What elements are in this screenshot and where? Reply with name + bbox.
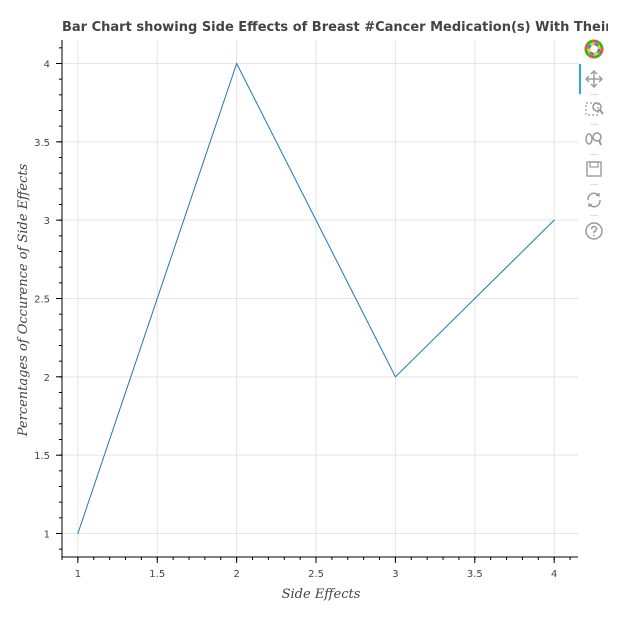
data-point <box>236 63 238 64</box>
chart-title: Bar Chart showing Side Effects of Breast… <box>62 20 631 35</box>
y-tick-label: 2.5 <box>34 295 50 306</box>
bokeh-logo-icon <box>583 38 605 60</box>
data-point <box>77 533 79 534</box>
tick-labels: 1 1.5 2 2.5 3 3.5 4 1 1.5 2 2.5 3 3.5 4 <box>34 60 557 581</box>
x-axis-label: Side Effects <box>282 587 361 602</box>
pan-icon <box>585 70 603 88</box>
y-axis-label: Percentages of Occurence of Side Effects <box>16 163 31 437</box>
reset-tool[interactable] <box>583 189 605 211</box>
x-tick-label: 2 <box>233 569 239 580</box>
axes <box>56 40 578 563</box>
y-tick-label: 3.5 <box>34 138 50 149</box>
x-tick-label: 3 <box>392 569 398 580</box>
x-tick-label: 1.5 <box>149 569 165 580</box>
box-zoom-tool[interactable] <box>583 98 605 120</box>
x-tick-label: 3.5 <box>467 569 483 580</box>
x-tick-label: 1 <box>75 569 81 580</box>
reset-icon <box>587 192 601 208</box>
data-point <box>553 219 555 221</box>
help-tool[interactable] <box>583 220 605 242</box>
save-tool[interactable] <box>583 158 605 180</box>
grid <box>62 40 578 557</box>
active-tool-indicator <box>579 64 581 94</box>
data-point <box>394 376 396 378</box>
series-group <box>77 62 555 534</box>
wheel-zoom-icon <box>585 132 602 146</box>
y-tick-label: 1 <box>44 530 50 541</box>
x-tick-label: 2.5 <box>308 569 324 580</box>
help-icon <box>585 222 603 240</box>
y-tick-label: 3 <box>44 216 50 227</box>
x-tick-label: 4 <box>551 569 557 580</box>
save-icon <box>586 161 602 177</box>
series-line <box>77 62 555 534</box>
y-tick-label: 4 <box>44 60 50 71</box>
y-tick-label: 1.5 <box>34 451 50 462</box>
pan-tool[interactable] <box>583 68 605 90</box>
y-tick-label: 2 <box>44 373 50 384</box>
toolbar <box>579 36 611 256</box>
wheel-zoom-tool[interactable] <box>583 128 605 150</box>
box-zoom-icon <box>585 102 604 116</box>
